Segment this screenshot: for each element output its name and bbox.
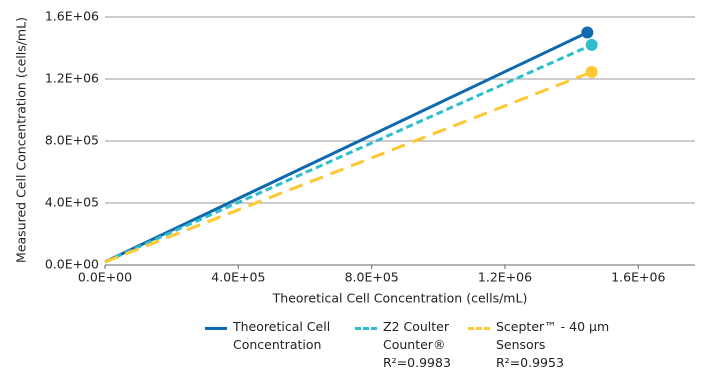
x-tick-label: 0.0E+00 bbox=[78, 270, 132, 285]
end-marker bbox=[585, 38, 598, 51]
legend-swatch bbox=[468, 327, 490, 330]
legend-swatch bbox=[355, 327, 377, 330]
legend-item: Theoretical Cell Concentration bbox=[205, 318, 351, 354]
y-tick-label: 1.2E+06 bbox=[45, 71, 99, 86]
end-marker bbox=[585, 66, 598, 79]
series-line bbox=[104, 43, 593, 264]
series-line bbox=[104, 31, 588, 264]
legend-item: Scepter™ - 40 µm Sensors R²=0.9953 bbox=[468, 318, 614, 372]
x-axis-title: Theoretical Cell Concentration (cells/mL… bbox=[272, 291, 528, 306]
x-tick-label: 1.2E+06 bbox=[478, 270, 532, 285]
y-tick-label: 0.0E+00 bbox=[45, 257, 99, 272]
legend-swatch bbox=[205, 327, 227, 330]
y-tick-label: 4.0E+05 bbox=[45, 195, 99, 210]
end-marker bbox=[581, 26, 594, 39]
x-tick-label: 4.0E+05 bbox=[211, 270, 265, 285]
y-axis-title: Measured Cell Concentration (cells/mL) bbox=[14, 17, 29, 263]
legend-item: Z2 Coulter Counter® R²=0.9983 bbox=[355, 318, 501, 372]
series-line bbox=[104, 70, 593, 264]
x-tick-label: 8.0E+05 bbox=[345, 270, 399, 285]
legend-label: Theoretical Cell Concentration bbox=[233, 319, 331, 352]
chart: Measured Cell Concentration (cells/mL) T… bbox=[14, 9, 695, 306]
y-tick-label: 1.6E+06 bbox=[45, 9, 99, 24]
legend-label: Scepter™ - 40 µm Sensors R²=0.9953 bbox=[496, 319, 610, 370]
y-tick-label: 8.0E+05 bbox=[45, 133, 99, 148]
legend-label: Z2 Coulter Counter® R²=0.9983 bbox=[383, 319, 451, 370]
x-tick-label: 1.6E+06 bbox=[611, 270, 665, 285]
